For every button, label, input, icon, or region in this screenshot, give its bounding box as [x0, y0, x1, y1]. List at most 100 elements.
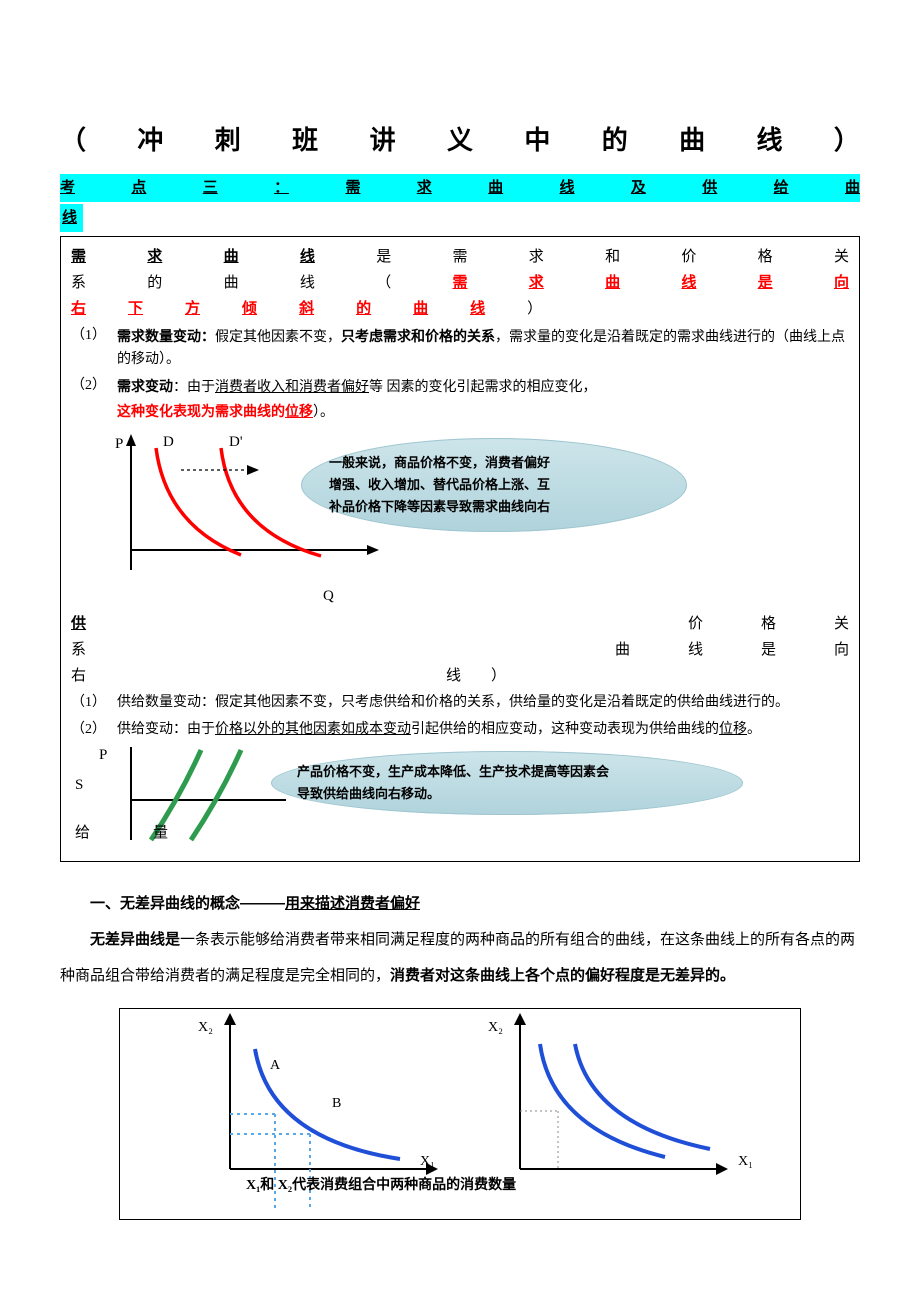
char: 格	[758, 245, 773, 269]
svg-text:B: B	[332, 1096, 341, 1111]
topic-heading: 考 点 三 ： 需 求 曲 线 及 供 给 曲	[60, 174, 860, 202]
text: 只考虑需求和价格的关系	[341, 328, 495, 344]
supply-item-1: （1） 供给数量变动：假定其他因素不变，只考虑供给和价格的关系，供给量的变化是沿…	[71, 692, 849, 714]
item-lead: 需求变动	[117, 378, 173, 394]
demand-callout: 一般来说，商品价格不变，消费者偏好 增强、收入增加、替代品价格上涨、互 补品价格…	[301, 438, 687, 532]
topic-heading-tail: 线	[60, 204, 83, 232]
item-body: 供给变动：由于价格以外的其他因素如成本变动引起供给的相应变动，这种变动表现为供给…	[117, 719, 849, 741]
item-body: 供给数量变动：假定其他因素不变，只考虑供给和价格的关系，供给量的变化是沿着既定的…	[117, 692, 849, 714]
char: 线	[688, 638, 703, 662]
char: 需	[452, 245, 467, 269]
section-1-heading: 一、无差异曲线的概念———用来描述消费者偏好	[60, 892, 860, 916]
char: 系	[71, 271, 86, 295]
text-ul: 价格以外的其他因素如成本变动	[215, 722, 411, 737]
title-char: 的	[602, 120, 628, 162]
char: 斜	[299, 297, 314, 321]
item-num: （1）	[71, 692, 117, 714]
char: 线	[446, 664, 461, 688]
char: 线	[300, 271, 315, 295]
char: 向	[834, 638, 849, 662]
title-char: 中	[524, 120, 550, 162]
char: 的	[356, 297, 371, 321]
svg-text:X₂: X₂	[198, 1020, 213, 1035]
svg-text:A: A	[270, 1058, 281, 1073]
char: 线	[470, 297, 485, 321]
char: 供	[702, 176, 717, 200]
supply-def-line3: 右 线 ）	[71, 664, 849, 688]
text: ）。	[313, 405, 334, 420]
text-underlined: 消费者收入和消费者偏好	[215, 380, 369, 395]
heading-pre: 一、无差异曲线的概念———	[90, 895, 285, 912]
char: 方	[185, 297, 200, 321]
section-1-paragraph: 无差异曲线是一条表示能够给消费者带来相同满足程度的两种商品的所有组合的曲线，在这…	[60, 922, 860, 994]
char: 需	[452, 271, 467, 295]
item-num: （2）	[71, 719, 117, 741]
char: 给	[774, 176, 789, 200]
char: 求	[529, 271, 544, 295]
text: 等 因素的变化引起需求的相应变化，	[369, 380, 597, 395]
dp-label: D'	[229, 434, 243, 450]
callout-line: 一般来说，商品价格不变，消费者偏好	[329, 455, 550, 470]
para-bold: 消费者对这条曲线上各个点的偏好程度是无差异的。	[390, 967, 735, 984]
title-char: 刺	[215, 120, 241, 162]
char: ：	[274, 176, 289, 200]
title-char: 冲	[137, 120, 163, 162]
char: 需	[345, 176, 360, 200]
char: 曲	[845, 176, 860, 200]
indifference-svg: X₂ X₁ A B X₂ X₁ X₁和 X₂代表消费组合中两种商品的消费数量	[120, 1009, 800, 1219]
char: ）	[491, 664, 506, 688]
char: 下	[128, 297, 143, 321]
char: 曲	[224, 245, 239, 269]
axis-q-label: Q	[323, 588, 334, 604]
char: ）	[527, 297, 542, 321]
demand-def-line1: 需 求 曲 线 是 需 求 和 价 格 关	[71, 245, 849, 269]
char: 是	[376, 245, 391, 269]
text: 假定其他因素不变，	[215, 330, 341, 345]
title-char: （	[60, 120, 86, 162]
item-num: （1）	[71, 325, 117, 372]
axis-p-label: P	[115, 436, 123, 452]
item-lead: 需求数量变动：	[117, 328, 215, 344]
char: 向	[834, 271, 849, 295]
char: 点	[131, 176, 146, 200]
text-red: 这种变化表现为需求曲线的	[117, 403, 285, 419]
char: 曲	[224, 271, 239, 295]
svg-text:X₁: X₁	[420, 1154, 435, 1169]
char: 的	[147, 271, 162, 295]
char: 求	[529, 245, 544, 269]
demand-item-1: （1） 需求数量变动：假定其他因素不变，只考虑需求和价格的关系，需求量的变化是沿…	[71, 325, 849, 372]
char: 曲	[488, 176, 503, 200]
char: 求	[147, 245, 162, 269]
d-label: D	[163, 434, 174, 450]
svg-text:S: S	[75, 777, 83, 793]
title-char: 讲	[370, 120, 396, 162]
char: 右	[71, 664, 86, 688]
title-char: 线	[757, 120, 783, 162]
demand-def-line3: 右 下 方 倾 斜 的 曲 线 ）	[71, 297, 849, 321]
char: 和	[605, 245, 620, 269]
char: （	[376, 271, 391, 295]
svg-text:X₂: X₂	[488, 1020, 503, 1035]
title-char: ）	[834, 120, 860, 162]
item-body: 需求数量变动：假定其他因素不变，只考虑需求和价格的关系，需求量的变化是沿着既定的…	[117, 325, 849, 372]
callout-line: 增强、收入增加、替代品价格上涨、互	[329, 477, 550, 492]
title-char: 曲	[679, 120, 705, 162]
text: ：由于	[173, 380, 215, 395]
char: 曲	[605, 271, 620, 295]
callout-line: 补品价格下降等因素导致需求曲线向右	[329, 499, 550, 514]
char: 线	[560, 176, 575, 200]
char: 是	[758, 271, 773, 295]
char: 曲	[413, 297, 428, 321]
callout-line: 产品价格不变，生产成本降低、生产技术提高等因素会	[297, 764, 609, 779]
char: 及	[631, 176, 646, 200]
char: 价	[688, 612, 703, 636]
char: 线	[681, 271, 696, 295]
text: 引起供给的相应变动，这种变动表现为供给曲线的	[411, 722, 719, 737]
svg-text:给: 给	[75, 824, 90, 841]
char: 关	[834, 245, 849, 269]
char: 价	[681, 245, 696, 269]
demand-curve-box: 需 求 曲 线 是 需 求 和 价 格 关 系 的 曲 线 （ 需 求 曲 线 …	[60, 236, 860, 862]
title-char: 义	[447, 120, 473, 162]
char: 考	[60, 176, 75, 200]
text-ul: 位移	[719, 722, 747, 737]
